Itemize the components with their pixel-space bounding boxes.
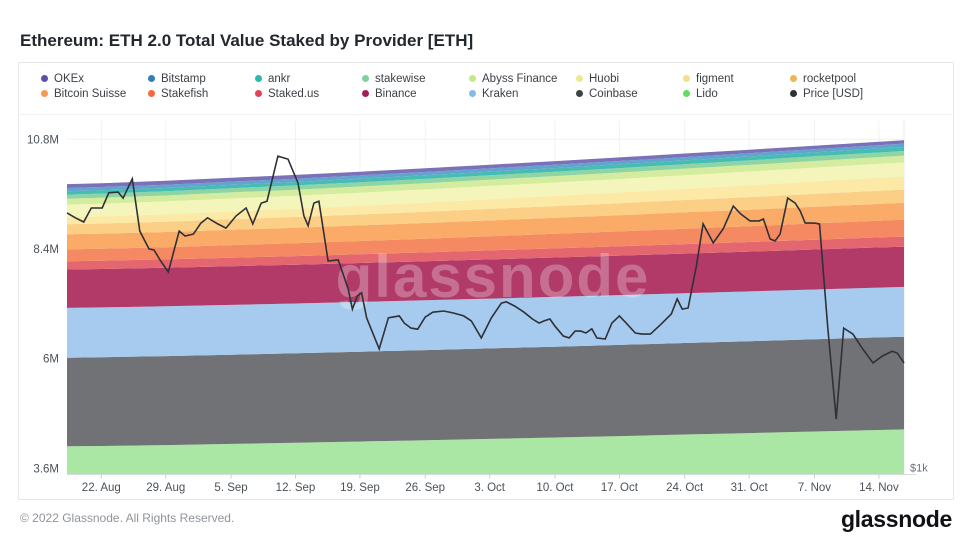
glassnode-logo: glassnode: [840, 506, 952, 532]
legend-item-okex[interactable]: OKEx: [41, 71, 148, 86]
legend-dot-ankr: [255, 75, 262, 82]
legend-item-binance[interactable]: Binance: [362, 86, 469, 101]
legend-dot-price-usd: [790, 90, 797, 97]
legend-dot-staked-us: [255, 90, 262, 97]
x-tick-label: 29. Aug: [146, 482, 185, 494]
legend-label: rocketpool: [803, 72, 857, 85]
legend-dot-huobi: [576, 75, 583, 82]
legend-dot-figment: [683, 75, 690, 82]
x-tick-label: 31. Oct: [731, 482, 769, 494]
band-staked-us: [67, 236, 904, 270]
x-tick-label: 22. Aug: [82, 482, 121, 494]
legend-label: Bitcoin Suisse: [54, 87, 127, 100]
legend-item-abyss-finance[interactable]: Abyss Finance: [469, 71, 576, 86]
band-bitstamp: [67, 143, 904, 192]
band-ankr: [67, 146, 904, 195]
legend-item-lido[interactable]: Lido: [683, 86, 790, 101]
legend-label: figment: [696, 72, 734, 85]
legend: OKEx Bitstamp ankr stakewise Abyss Finance Hu…: [19, 63, 953, 115]
legend-label: Abyss Finance: [482, 72, 558, 85]
legend-label: stakewise: [375, 72, 426, 85]
legend-label: Binance: [375, 87, 417, 100]
legend-dot-binance: [362, 90, 369, 97]
x-tick-label: 14. Nov: [859, 482, 899, 494]
legend-item-coinbase[interactable]: Coinbase: [576, 86, 683, 101]
axis-labels: 10.8M 8.4M 6M 3.6M 22. Aug 29. Aug 5. Sep 12. S…: [27, 134, 928, 494]
legend-dot-abyss-finance: [469, 75, 476, 82]
band-huobi: [67, 162, 904, 218]
legend-item-figment[interactable]: figment: [683, 71, 790, 86]
x-tick-label: 19. Sep: [340, 482, 380, 494]
legend-label: OKEx: [54, 72, 85, 85]
legend-item-stakefish[interactable]: Stakefish: [148, 86, 255, 101]
legend-dot-stakewise: [362, 75, 369, 82]
band-figment: [67, 176, 904, 225]
band-lido: [67, 429, 904, 475]
y-tick-label: 6M: [43, 354, 59, 366]
y-tick-label: 3.6M: [33, 463, 59, 475]
legend-item-huobi[interactable]: Huobi: [576, 71, 683, 86]
band-binance: [67, 246, 904, 308]
band-okex: [67, 140, 904, 188]
price-line: [66, 155, 905, 420]
band-kraken: [67, 286, 904, 358]
legend-label: Coinbase: [589, 87, 638, 100]
chart-card: OKEx Bitstamp ankr stakewise Abyss Finance Hu…: [18, 62, 954, 500]
legend-label: Price [USD]: [803, 87, 864, 100]
legend-label: Kraken: [482, 87, 519, 100]
legend-label: Stakefish: [161, 87, 209, 100]
band-bitcoin-suisse: [67, 202, 904, 250]
legend-label: Bitstamp: [161, 72, 206, 85]
x-tick-label: 10. Oct: [536, 482, 574, 494]
chart-plot: glassnode 10.8M 8.4M 6M 3.6M 22. Aug 29. Aug 5.…: [27, 121, 928, 494]
legend-item-rocketpool[interactable]: rocketpool: [790, 71, 897, 86]
y-tick-label: 10.8M: [27, 134, 59, 146]
legend-label: Staked.us: [268, 87, 320, 100]
x-tick-label: 5. Sep: [214, 482, 247, 494]
x-tick-label: 12. Sep: [276, 482, 316, 494]
x-axis-ticks: [100, 474, 880, 479]
x-tick-label: 17. Oct: [601, 482, 639, 494]
watermark: glassnode: [336, 243, 651, 310]
legend-dot-bitcoin-suisse: [41, 90, 48, 97]
band-stakefish: [67, 219, 904, 262]
price-axis-label: $1k: [910, 462, 928, 474]
band-coinbase: [67, 336, 904, 447]
legend-label: Lido: [696, 87, 718, 100]
x-tick-label: 26. Sep: [405, 482, 445, 494]
legend-item-ankr[interactable]: ankr: [255, 71, 362, 86]
band-stakewise: [67, 151, 904, 199]
chart-title: Ethereum: ETH 2.0 Total Value Staked by …: [20, 31, 474, 51]
legend-dot-coinbase: [576, 90, 583, 97]
legend-label: Huobi: [589, 72, 620, 85]
x-tick-label: 3. Oct: [474, 482, 505, 494]
band-abyss-finance: [67, 155, 904, 205]
legend-item-price-usd[interactable]: Price [USD]: [790, 86, 897, 101]
legend-dot-bitstamp: [148, 75, 155, 82]
legend-dot-okex: [41, 75, 48, 82]
legend-item-bitstamp[interactable]: Bitstamp: [148, 71, 255, 86]
x-tick-label: 24. Oct: [666, 482, 704, 494]
legend-dot-lido: [683, 90, 690, 97]
x-tick-label: 7. Nov: [798, 482, 831, 494]
legend-label: ankr: [268, 72, 291, 85]
legend-item-stakewise[interactable]: stakewise: [362, 71, 469, 86]
footer-copyright: © 2022 Glassnode. All Rights Reserved.: [20, 511, 235, 525]
y-tick-label: 8.4M: [33, 244, 59, 256]
stacked-areas: [67, 140, 904, 475]
legend-dot-kraken: [469, 90, 476, 97]
legend-dot-stakefish: [148, 90, 155, 97]
band-rocketpool: [67, 189, 904, 235]
legend-item-bitcoin-suisse[interactable]: Bitcoin Suisse: [41, 86, 148, 101]
legend-item-staked-us[interactable]: Staked.us: [255, 86, 362, 101]
legend-dot-rocketpool: [790, 75, 797, 82]
legend-item-kraken[interactable]: Kraken: [469, 86, 576, 101]
